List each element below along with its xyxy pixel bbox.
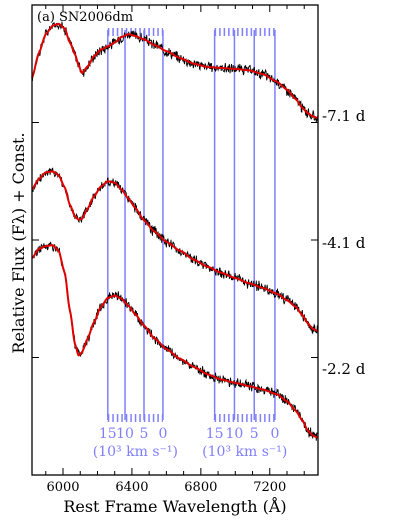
velocity-tick-label: 10 xyxy=(226,426,244,442)
x-tick-label: 6800 xyxy=(184,480,217,495)
velocity-tick-label: 5 xyxy=(250,426,259,442)
velocity-tick-label: 15 xyxy=(99,426,117,442)
epoch-label: -2.2 d xyxy=(322,360,366,378)
velocity-unit-label: (10³ km s⁻¹) xyxy=(202,444,287,460)
velocity-tick-label: 0 xyxy=(270,426,279,442)
velocity-tick-label: 0 xyxy=(158,426,167,442)
velocity-tick-label: 15 xyxy=(206,426,224,442)
x-tick-label: 7200 xyxy=(253,480,286,495)
velocity-grid-layer: 15 10 5 0(10³ km s⁻¹)15 10 5 0(10³ km s⁻¹) xyxy=(93,28,287,460)
model-spectrum-line xyxy=(31,22,318,119)
epoch-label: -4.1 d xyxy=(322,234,366,252)
spectra-series-layer xyxy=(31,21,319,441)
velocity-tick-label: 5 xyxy=(140,426,149,442)
x-tick-label: 6400 xyxy=(115,480,148,495)
y-axis-label: Relative Flux (Fλ) + Const. xyxy=(9,132,28,353)
x-axis-label: Rest Frame Wavelength (Å) xyxy=(63,496,286,516)
model-spectrum-line xyxy=(31,244,318,439)
velocity-unit-label: (10³ km s⁻¹) xyxy=(93,444,178,460)
velocity-tick-label: 10 xyxy=(116,426,134,442)
observed-spectrum-line xyxy=(31,21,319,123)
model-spectrum-line xyxy=(31,170,318,332)
axis-ticks-layer: 6000 6400 6800 7200 xyxy=(32,4,318,495)
panel-label: (a) SN2006dm xyxy=(37,10,133,25)
epoch-label: -7.1 d xyxy=(322,107,366,125)
x-tick-label: 6000 xyxy=(46,480,79,495)
